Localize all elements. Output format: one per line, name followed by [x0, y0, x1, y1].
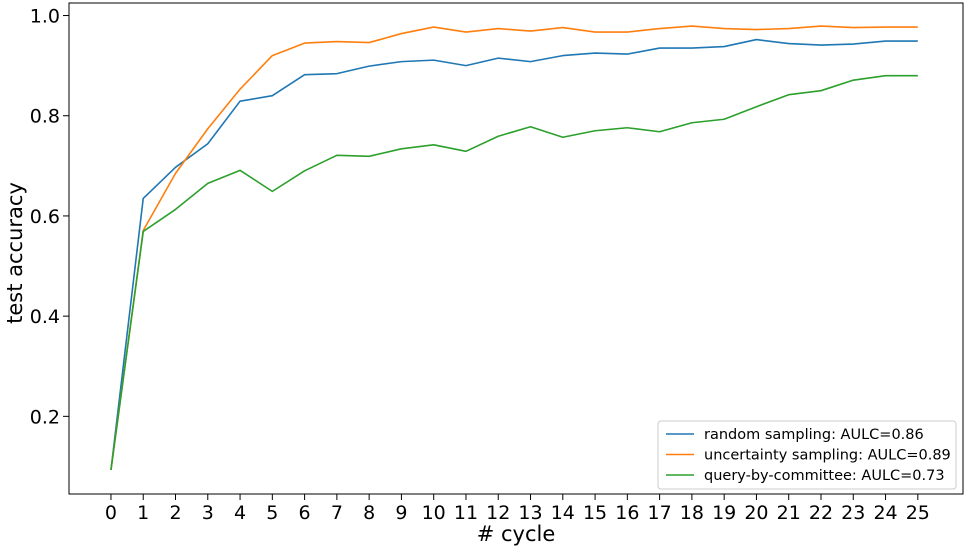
x-tick-label: 11: [454, 502, 478, 524]
x-axis: 0 1 2 3 4 5 6 7 8 9 10 11 12 13 14 15 16 17 18 19 20 21 22 23 24…: [105, 494, 930, 524]
x-tick-label: 3: [202, 502, 214, 524]
x-tick-label: 25: [906, 502, 930, 524]
x-tick-label: 17: [648, 502, 672, 524]
x-tick-label: 0: [105, 502, 117, 524]
y-tick-label: 0.8: [30, 106, 60, 128]
legend-label: random sampling: AULC=0.86: [704, 427, 924, 443]
x-tick-label: 4: [234, 502, 246, 524]
x-tick-label: 2: [169, 502, 181, 524]
x-tick-label: 20: [744, 502, 768, 524]
x-tick-label: 9: [395, 502, 407, 524]
legend-box: [657, 420, 957, 490]
y-tick-label: 0.6: [30, 206, 60, 228]
legend: random sampling: AULC=0.86 uncertainty sa…: [657, 420, 957, 490]
y-axis: 0.2 0.4 0.6 0.8 1.0: [30, 6, 69, 428]
x-tick-label: 7: [331, 502, 343, 524]
y-tick-label: 1.0: [30, 6, 60, 28]
legend-label: query-by-committee: AULC=0.73: [704, 468, 945, 484]
x-tick-label: 24: [873, 502, 897, 524]
series-line-1: [110, 38, 918, 471]
series-line-3: [110, 74, 918, 471]
series-lines: [110, 25, 918, 471]
plot-area-frame: [68, 2, 964, 495]
x-tick-label: 12: [486, 502, 510, 524]
x-tick-label: 21: [777, 502, 801, 524]
x-tick-label: 1: [137, 502, 149, 524]
y-axis-label: test accuracy: [3, 182, 27, 324]
x-tick-label: 5: [266, 502, 278, 524]
x-axis-label: # cycle: [477, 522, 556, 546]
x-tick-label: 14: [551, 502, 575, 524]
x-tick-label: 22: [809, 502, 833, 524]
x-tick-label: 23: [841, 502, 865, 524]
x-tick-label: 18: [680, 502, 704, 524]
y-tick-label: 0.4: [30, 306, 60, 328]
x-tick-label: 16: [615, 502, 639, 524]
x-tick-label: 6: [299, 502, 311, 524]
legend-label: uncertainty sampling: AULC=0.89: [704, 448, 951, 464]
x-tick-label: 19: [712, 502, 736, 524]
x-tick-label: 15: [583, 502, 607, 524]
y-tick-label: 0.2: [30, 406, 60, 428]
x-tick-label: 13: [518, 502, 542, 524]
x-tick-label: 8: [363, 502, 375, 524]
x-tick-label: 10: [422, 502, 446, 524]
series-line-2: [110, 25, 918, 471]
